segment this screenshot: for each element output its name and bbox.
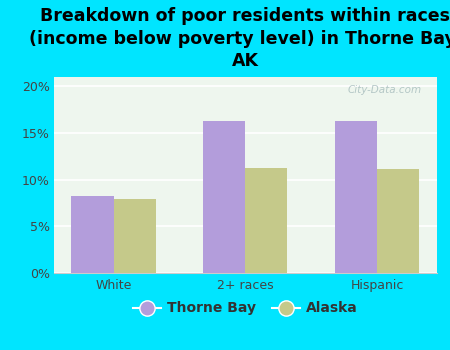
Bar [113, 199, 156, 273]
Bar [203, 121, 245, 273]
Legend: Thorne Bay, Alaska: Thorne Bay, Alaska [128, 296, 363, 321]
Text: City-Data.com: City-Data.com [347, 85, 421, 95]
Bar [377, 169, 419, 273]
Bar [335, 121, 377, 273]
Bar [72, 196, 113, 273]
Bar [245, 168, 288, 273]
Title: Breakdown of poor residents within races
(income below poverty level) in Thorne : Breakdown of poor residents within races… [29, 7, 450, 70]
